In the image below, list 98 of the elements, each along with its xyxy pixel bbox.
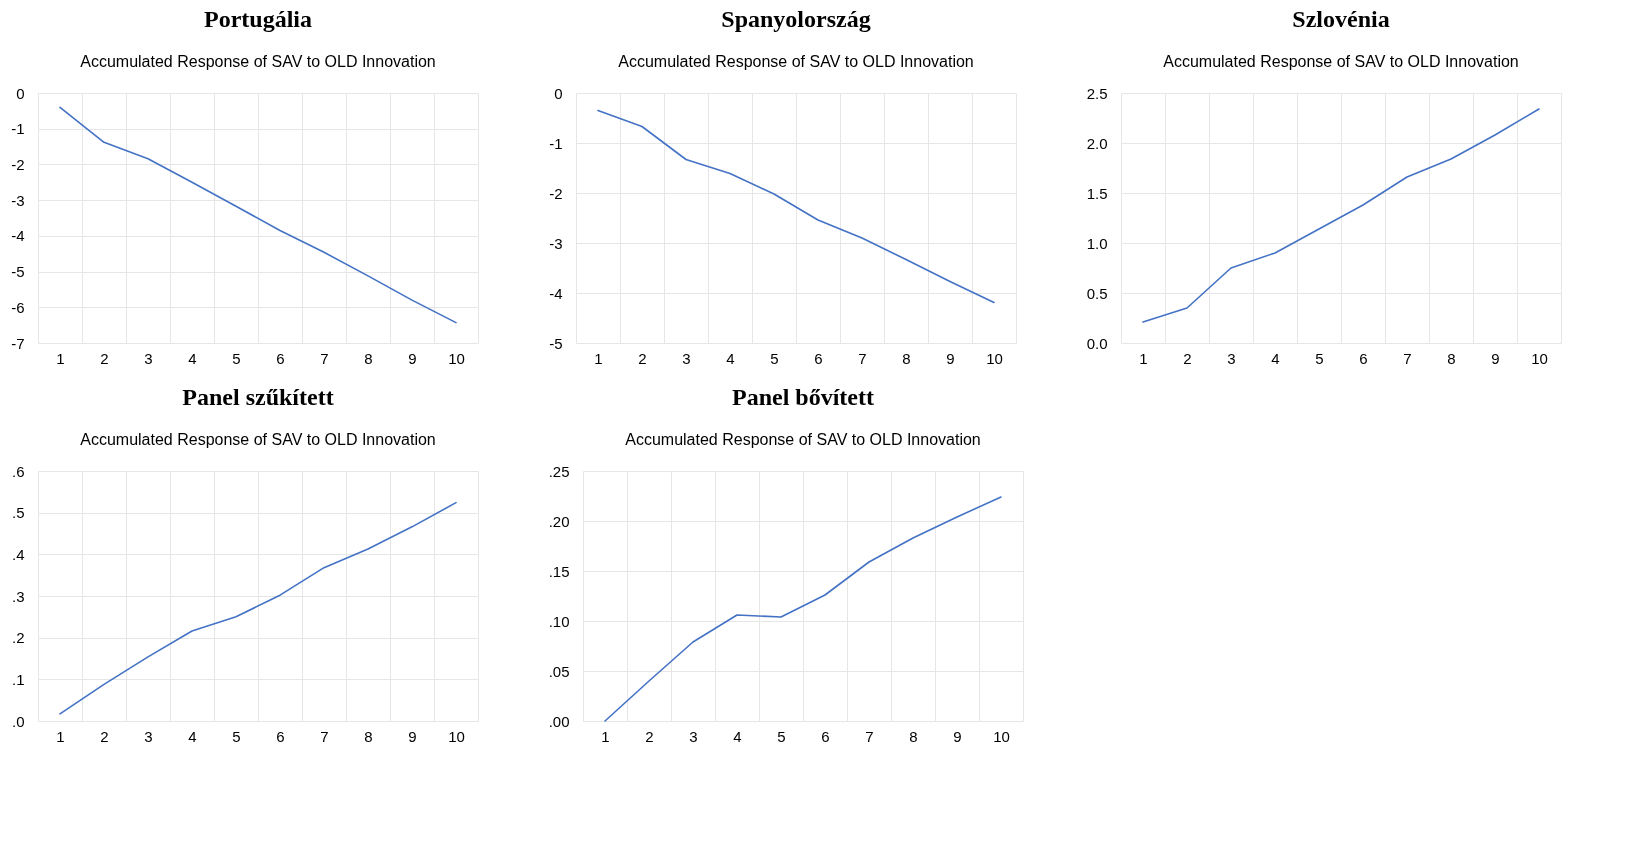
- x-tick-label: 1: [56, 727, 65, 745]
- x-tick-label: 1: [594, 349, 603, 367]
- x-tick-label: 3: [689, 727, 698, 745]
- line-series: [1142, 108, 1540, 323]
- y-tick-label: 1.0: [1086, 234, 1108, 252]
- line-series: [59, 501, 457, 715]
- y-tick-label: 0: [16, 84, 25, 102]
- x-tick-label: 3: [144, 727, 153, 745]
- chart-subtitle: Accumulated Response of SAV to OLD Innovation: [80, 53, 436, 70]
- x-tick-label: 4: [188, 727, 197, 745]
- y-tick-label: .2: [11, 629, 25, 647]
- y-tick-label: .3: [11, 587, 25, 605]
- x-tick-label: 3: [144, 349, 153, 367]
- line-series: [604, 496, 1002, 722]
- x-tick-label: 1: [1139, 349, 1148, 367]
- x-tick-label: 5: [232, 349, 241, 367]
- y-tick-label: .5: [11, 504, 25, 522]
- x-tick-label: 4: [1271, 349, 1280, 367]
- y-tick-label: 1.5: [1086, 184, 1108, 202]
- y-tick-label: .15: [548, 562, 570, 580]
- y-tick-label: 0: [554, 84, 563, 102]
- x-tick-label: 5: [777, 727, 786, 745]
- y-tick-label: -1: [549, 134, 563, 152]
- x-tick-label: 7: [320, 349, 329, 367]
- x-tick-label: 1: [56, 349, 65, 367]
- chart-title: Panel bővített: [732, 384, 874, 410]
- x-tick-label: 4: [733, 727, 742, 745]
- y-tick-label: .4: [11, 545, 25, 563]
- x-tick-label: 7: [858, 349, 867, 367]
- chart-title: Spanyolország: [721, 6, 871, 32]
- y-tick-label: .0: [11, 712, 25, 730]
- x-tick-label: 2: [100, 727, 109, 745]
- x-tick-label: 4: [188, 349, 197, 367]
- chart-title: Portugália: [204, 6, 312, 32]
- x-tick-label: 2: [100, 349, 109, 367]
- y-tick-label: 2.5: [1086, 84, 1108, 102]
- y-tick-label: -4: [549, 284, 563, 302]
- x-tick-label: 8: [902, 349, 911, 367]
- x-tick-label: 6: [276, 727, 285, 745]
- y-tick-label: 2.0: [1086, 134, 1108, 152]
- chart-subtitle: Accumulated Response of SAV to OLD Innovation: [618, 53, 974, 70]
- y-tick-label: -3: [11, 191, 25, 209]
- y-tick-label: -1: [11, 120, 25, 138]
- x-tick-label: 7: [1403, 349, 1412, 367]
- x-tick-label: 10: [986, 349, 1003, 367]
- x-tick-label: 9: [953, 727, 962, 745]
- x-tick-label: 7: [865, 727, 874, 745]
- x-tick-label: 2: [645, 727, 654, 745]
- y-tick-label: -2: [549, 184, 563, 202]
- chart-title: Szlovénia: [1292, 6, 1390, 32]
- x-tick-label: 6: [1359, 349, 1368, 367]
- y-tick-label: -6: [11, 298, 25, 316]
- y-tick-label: -5: [549, 334, 563, 352]
- y-tick-label: -5: [11, 263, 25, 281]
- x-tick-label: 5: [1315, 349, 1324, 367]
- chart-subtitle: Accumulated Response of SAV to OLD Innovation: [80, 431, 436, 448]
- line-series: [59, 106, 457, 324]
- x-tick-label: 9: [408, 349, 417, 367]
- x-tick-label: 9: [946, 349, 955, 367]
- x-tick-label: 6: [276, 349, 285, 367]
- x-tick-label: 3: [1227, 349, 1236, 367]
- x-tick-label: 4: [726, 349, 735, 367]
- x-tick-label: 10: [1531, 349, 1548, 367]
- x-tick-label: 3: [682, 349, 691, 367]
- chart-title: Panel szűkített: [182, 384, 334, 410]
- y-tick-label: .05: [548, 662, 570, 680]
- chart-subtitle: Accumulated Response of SAV to OLD Innovation: [1163, 53, 1519, 70]
- x-tick-label: 2: [638, 349, 647, 367]
- x-tick-label: 6: [814, 349, 823, 367]
- x-tick-label: 5: [232, 727, 241, 745]
- x-tick-label: 5: [770, 349, 779, 367]
- y-tick-label: 0.5: [1086, 284, 1108, 302]
- y-tick-label: .10: [548, 612, 570, 630]
- y-tick-label: 0.0: [1086, 334, 1108, 352]
- y-tick-label: -3: [549, 234, 563, 252]
- y-tick-label: .20: [548, 512, 570, 530]
- x-tick-label: 10: [448, 727, 465, 745]
- x-tick-label: 2: [1183, 349, 1192, 367]
- x-tick-label: 9: [408, 727, 417, 745]
- x-tick-label: 10: [993, 727, 1010, 745]
- y-tick-label: -7: [11, 334, 25, 352]
- x-tick-label: 8: [364, 349, 373, 367]
- x-tick-label: 7: [320, 727, 329, 745]
- y-tick-label: .00: [548, 712, 570, 730]
- y-tick-label: -4: [11, 227, 25, 245]
- line-series: [597, 109, 995, 304]
- x-tick-label: 1: [601, 727, 610, 745]
- x-tick-label: 6: [821, 727, 830, 745]
- x-tick-label: 8: [1447, 349, 1456, 367]
- x-tick-label: 10: [448, 349, 465, 367]
- y-tick-label: -2: [11, 155, 25, 173]
- y-tick-label: .1: [11, 670, 25, 688]
- x-tick-label: 8: [909, 727, 918, 745]
- chart-subtitle: Accumulated Response of SAV to OLD Innovation: [625, 431, 981, 448]
- x-tick-label: 9: [1491, 349, 1500, 367]
- y-tick-label: .25: [548, 462, 570, 480]
- x-tick-label: 8: [364, 727, 373, 745]
- y-tick-label: .6: [11, 462, 25, 480]
